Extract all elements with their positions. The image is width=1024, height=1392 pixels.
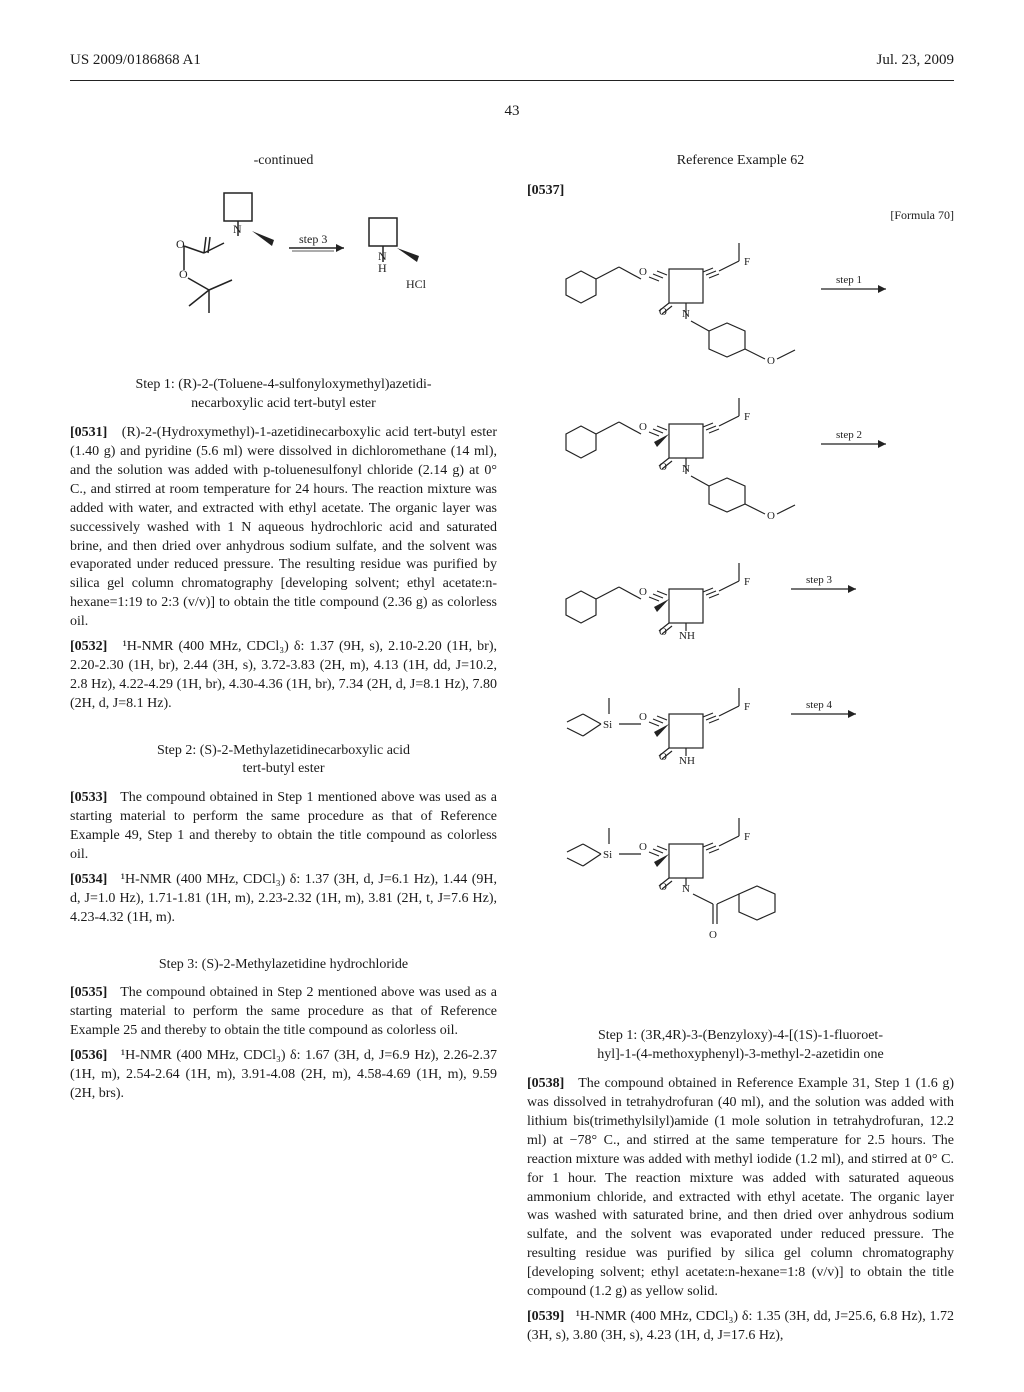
svg-text:F: F — [744, 256, 750, 268]
para-0536-text: ¹H-NMR (400 MHz, CDCl₃) δ: 1.67 (3H, d, … — [70, 1048, 497, 1101]
step2-title-left: Step 2: (S)-2-Methylazetidinecarboxylic … — [70, 742, 497, 780]
para-0538: [0538] The compound obtained in Referenc… — [527, 1075, 954, 1302]
para-num-0538: [0538] — [527, 1076, 564, 1091]
header: US 2009/0186868 A1 Jul. 23, 2009 — [70, 50, 954, 70]
para-0539-text: ¹H-NMR (400 MHz, CDCl₃) δ: 1.35 (3H, dd,… — [527, 1309, 954, 1343]
svg-text:F: F — [744, 701, 750, 713]
svg-text:step 2: step 2 — [836, 429, 862, 441]
svg-text:O: O — [639, 841, 647, 853]
svg-text:step 3: step 3 — [806, 574, 832, 586]
svg-text:O: O — [767, 355, 775, 367]
svg-text:O: O — [709, 929, 717, 941]
para-0535: [0535] The compound obtained in Step 2 m… — [70, 984, 497, 1041]
para-0532: [0532] ¹H-NMR (400 MHz, CDCl₃) δ: 1.37 (… — [70, 638, 497, 714]
svg-text:step 1: step 1 — [836, 274, 862, 286]
svg-text:F: F — [744, 576, 750, 588]
step3-title-left: Step 3: (S)-2-Methylazetidine hydrochlor… — [70, 956, 497, 975]
svg-text:step 3: step 3 — [299, 232, 327, 246]
para-num-0534: [0534] — [70, 872, 107, 887]
para-num-0536: [0536] — [70, 1048, 107, 1063]
para-0533: [0533] The compound obtained in Step 1 m… — [70, 789, 497, 865]
svg-text:HCl: HCl — [406, 277, 427, 291]
left-column: -continued N O O — [70, 152, 497, 1352]
patent-date: Jul. 23, 2009 — [876, 50, 954, 70]
para-0532-text: ¹H-NMR (400 MHz, CDCl₃) δ: 1.37 (9H, s),… — [70, 639, 497, 711]
para-0533-text: The compound obtained in Step 1 mentione… — [70, 790, 497, 862]
para-0534-text: ¹H-NMR (400 MHz, CDCl₃) δ: 1.37 (3H, d, … — [70, 872, 497, 925]
header-divider — [70, 80, 954, 81]
right-column: Reference Example 62 [0537] [Formula 70]… — [527, 152, 954, 1352]
formula-label: [Formula 70] — [527, 207, 954, 223]
svg-text:O: O — [176, 237, 185, 251]
chemical-structure-right: O N O F — [541, 229, 941, 999]
svg-text:O: O — [639, 711, 647, 723]
svg-text:O: O — [639, 266, 647, 278]
para-num-0539: [0539] — [527, 1309, 564, 1324]
step1-title-right: Step 1: (3R,4R)-3-(Benzyloxy)-4-[(1S)-1-… — [527, 1027, 954, 1065]
svg-text:NH: NH — [679, 755, 695, 767]
svg-text:NH: NH — [679, 630, 695, 642]
continued-label: -continued — [70, 152, 497, 171]
para-num-0531: [0531] — [70, 425, 107, 440]
para-0537: [0537] — [527, 182, 954, 201]
two-column-layout: -continued N O O — [70, 152, 954, 1352]
svg-text:step 4: step 4 — [806, 699, 832, 711]
para-0535-text: The compound obtained in Step 2 mentione… — [70, 985, 497, 1038]
chemical-structure-left: N O O step 3 — [124, 178, 444, 348]
page-number: 43 — [70, 101, 954, 121]
para-0534: [0534] ¹H-NMR (400 MHz, CDCl₃) δ: 1.37 (… — [70, 871, 497, 928]
svg-text:F: F — [744, 831, 750, 843]
svg-text:O: O — [767, 510, 775, 522]
para-num-0535: [0535] — [70, 985, 107, 1000]
reference-example-heading: Reference Example 62 — [527, 152, 954, 171]
para-0538-text: The compound obtained in Reference Examp… — [527, 1076, 954, 1299]
svg-text:F: F — [744, 411, 750, 423]
step1-title-left: Step 1: (R)-2-(Toluene-4-sulfonyloxymeth… — [70, 376, 497, 414]
para-num-0537: [0537] — [527, 183, 564, 198]
svg-text:Si: Si — [603, 849, 612, 861]
svg-text:O: O — [179, 267, 188, 281]
para-num-0533: [0533] — [70, 790, 107, 805]
svg-text:O: O — [639, 586, 647, 598]
para-0536: [0536] ¹H-NMR (400 MHz, CDCl₃) δ: 1.67 (… — [70, 1047, 497, 1104]
para-num-0532: [0532] — [70, 639, 107, 654]
svg-text:H: H — [378, 261, 387, 275]
patent-id: US 2009/0186868 A1 — [70, 50, 201, 70]
svg-text:O: O — [639, 421, 647, 433]
para-0531: [0531] (R)-2-(Hydroxymethyl)-1-azetidine… — [70, 424, 497, 632]
para-0531-text: (R)-2-(Hydroxymethyl)-1-azetidinecarboxy… — [70, 425, 497, 629]
svg-text:Si: Si — [603, 719, 612, 731]
para-0539: [0539] ¹H-NMR (400 MHz, CDCl₃) δ: 1.35 (… — [527, 1308, 954, 1346]
